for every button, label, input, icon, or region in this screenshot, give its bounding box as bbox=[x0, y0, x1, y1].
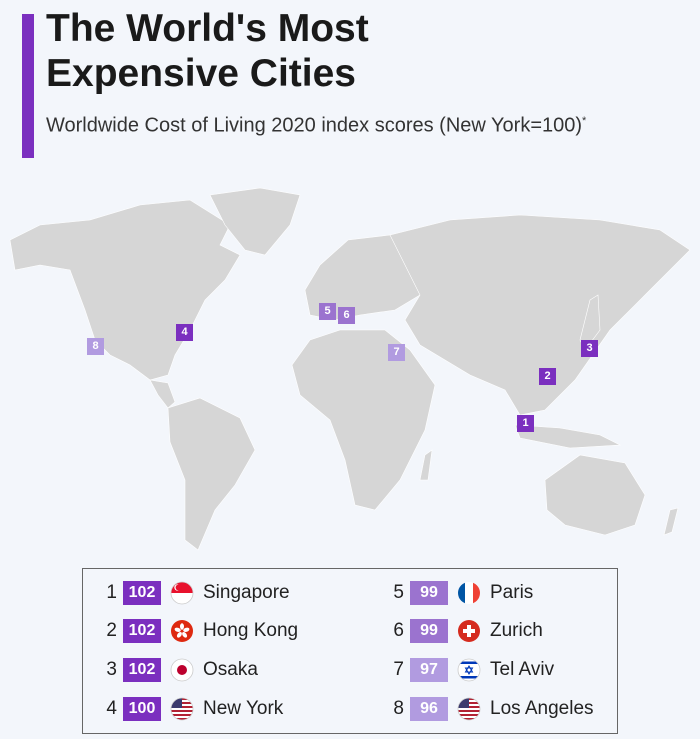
japan-flag-icon bbox=[170, 658, 194, 682]
legend-city-name: New York bbox=[203, 698, 284, 719]
legend-score-badge: 102 bbox=[123, 581, 161, 605]
legend-rank: 2 bbox=[106, 620, 117, 641]
legend-rank: 4 bbox=[106, 698, 117, 719]
hong-kong-flag-icon bbox=[170, 619, 194, 643]
legend-score-badge: 100 bbox=[123, 697, 161, 721]
map-marker-osaka: 3 bbox=[581, 340, 598, 357]
map-marker-hong-kong: 2 bbox=[539, 368, 556, 385]
africa-landmass bbox=[291, 329, 436, 511]
legend-rank: 1 bbox=[106, 582, 117, 603]
legend-city-name: Los Angeles bbox=[490, 698, 594, 719]
south-america-landmass bbox=[167, 397, 256, 551]
usa-flag-icon bbox=[457, 697, 481, 721]
australia-landmass bbox=[544, 454, 646, 536]
greenland-landmass bbox=[209, 187, 301, 256]
switzerland-flag-icon bbox=[457, 619, 481, 643]
north-america-landmass bbox=[9, 199, 241, 381]
footnote-marker: * bbox=[582, 115, 587, 127]
legend-city-name: Paris bbox=[490, 582, 534, 603]
legend-row: 5 99 Paris bbox=[388, 581, 533, 605]
france-flag-icon bbox=[457, 581, 481, 605]
map-marker-paris: 5 bbox=[319, 303, 336, 320]
map-marker-zurich: 6 bbox=[338, 307, 355, 324]
singapore-flag-icon bbox=[170, 581, 194, 605]
legend-score-badge: 102 bbox=[123, 619, 161, 643]
legend-rank: 5 bbox=[393, 582, 404, 603]
legend-rank: 7 bbox=[393, 659, 404, 680]
legend-row: 3 102 Osaka bbox=[101, 658, 258, 682]
world-map bbox=[9, 187, 691, 551]
legend-row: 6 99 Zurich bbox=[388, 619, 543, 643]
legend-row: 1 102 Singapore bbox=[101, 581, 290, 605]
legend-score-badge: 99 bbox=[410, 581, 448, 605]
page-subtitle: Worldwide Cost of Living 2020 index scor… bbox=[46, 108, 606, 139]
map-marker-los-angeles: 8 bbox=[87, 338, 104, 355]
legend-score-badge: 96 bbox=[410, 697, 448, 721]
map-marker-singapore: 1 bbox=[517, 415, 534, 432]
map-marker-new-york: 4 bbox=[176, 324, 193, 341]
map-marker-tel-aviv: 7 bbox=[388, 344, 405, 361]
legend-city-name: Hong Kong bbox=[203, 620, 299, 641]
legend-city-name: Tel Aviv bbox=[490, 659, 555, 680]
israel-flag-icon bbox=[457, 658, 481, 682]
new-zealand-landmass bbox=[663, 507, 679, 536]
legend-row: 8 96 Los Angeles bbox=[388, 697, 594, 721]
subtitle-text: Worldwide Cost of Living 2020 index scor… bbox=[46, 114, 583, 137]
legend-row: 4 100 New York bbox=[101, 697, 283, 721]
legend-rank: 3 bbox=[106, 659, 117, 680]
legend: 1 102 Singapore 2 102 Hong Kong 3 102 Osaka 4 100 N… bbox=[82, 568, 618, 734]
legend-score-badge: 102 bbox=[123, 658, 161, 682]
legend-city-name: Osaka bbox=[203, 659, 258, 680]
legend-city-name: Zurich bbox=[490, 620, 543, 641]
legend-row: 7 97 Tel Aviv bbox=[388, 658, 554, 682]
central-america-landmass bbox=[149, 379, 176, 409]
legend-score-badge: 97 bbox=[410, 658, 448, 682]
legend-score-badge: 99 bbox=[410, 619, 448, 643]
legend-rank: 8 bbox=[393, 698, 404, 719]
page-title: The World's Most Expensive Cities bbox=[46, 7, 369, 95]
accent-bar bbox=[22, 14, 34, 158]
usa-flag-icon bbox=[170, 697, 194, 721]
legend-rank: 6 bbox=[393, 620, 404, 641]
legend-city-name: Singapore bbox=[203, 582, 290, 603]
indonesia-landmass bbox=[514, 424, 622, 449]
asia-landmass bbox=[389, 214, 691, 416]
madagascar-landmass bbox=[419, 449, 433, 481]
legend-row: 2 102 Hong Kong bbox=[101, 619, 298, 643]
